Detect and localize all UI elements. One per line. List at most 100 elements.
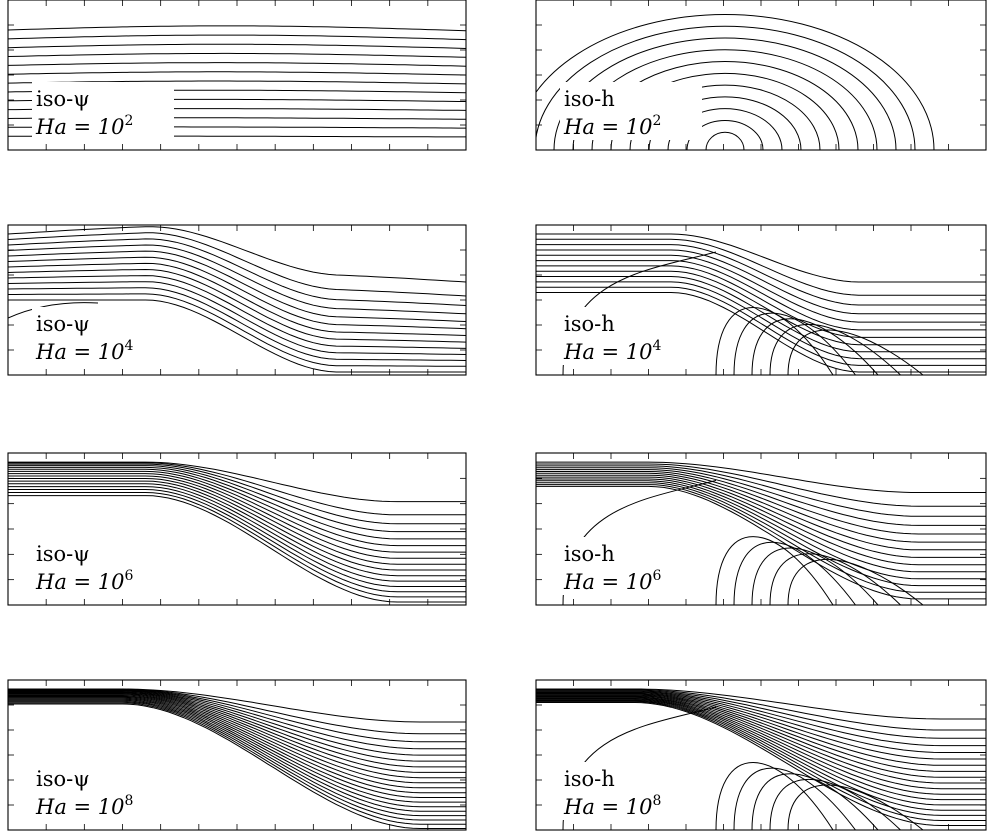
contour-line (8, 489, 466, 593)
contour-line (8, 690, 466, 762)
contour-line (536, 692, 986, 760)
label-background (32, 307, 174, 365)
contour-line (8, 696, 466, 798)
contour-line (787, 559, 924, 605)
contour-line (8, 62, 466, 67)
contour-line (8, 293, 466, 367)
contour-line (536, 694, 986, 778)
hartmann-label: Ha = 104 (35, 338, 134, 364)
contour-line (536, 688, 986, 720)
hartmann-base: Ha = 10 (563, 795, 653, 819)
contour-line (536, 281, 986, 360)
hartmann-base: Ha = 10 (35, 795, 125, 819)
contour-panel: iso-hHa = 102 (535, 0, 987, 151)
contour-line (8, 470, 466, 553)
contour-line (536, 697, 986, 795)
hartmann-exponent: 2 (125, 113, 134, 129)
contour-type-label: iso-ψ (36, 312, 90, 336)
contour-line (536, 244, 986, 306)
contour-line (536, 690, 986, 739)
hartmann-exponent: 6 (125, 568, 134, 584)
hartmann-exponent: 4 (653, 338, 662, 354)
contour-line (8, 468, 466, 547)
label-background (560, 82, 702, 140)
contour-line (536, 702, 986, 826)
hartmann-exponent: 6 (653, 568, 662, 584)
contour-line (8, 689, 466, 750)
contour-line (715, 762, 834, 830)
contour-type-label: iso-h (564, 312, 615, 336)
contour-line (536, 482, 986, 587)
hartmann-exponent: 4 (125, 338, 134, 354)
contour-line (8, 475, 466, 565)
contour-line (8, 693, 466, 779)
contour-line (751, 773, 879, 830)
contour-line (8, 232, 466, 297)
contour-line (8, 480, 466, 577)
contour-line (8, 461, 466, 503)
contour-line (733, 541, 856, 605)
hartmann-label: Ha = 104 (563, 338, 662, 364)
contour-line (536, 698, 986, 801)
contour-line (536, 233, 986, 283)
contour-type-label: iso-ψ (36, 767, 90, 791)
contour-line (536, 265, 986, 338)
hartmann-base: Ha = 10 (35, 570, 125, 594)
hartmann-base: Ha = 10 (563, 115, 653, 139)
contour-line (536, 260, 986, 331)
hartmann-label: Ha = 106 (563, 568, 662, 594)
contour-line (769, 553, 901, 605)
contour-type-label: iso-ψ (36, 542, 90, 566)
contour-panel: iso-hHa = 108 (535, 679, 987, 831)
contour-line (8, 473, 466, 559)
label-background (32, 537, 174, 595)
contour-type-label: iso-h (564, 87, 615, 111)
hartmann-exponent: 8 (653, 793, 662, 809)
contour-line (536, 471, 986, 543)
contour-line (8, 697, 466, 803)
contour-line (536, 472, 986, 551)
contour-line (8, 492, 466, 598)
contour-line (8, 693, 466, 784)
hartmann-label: Ha = 106 (35, 568, 134, 594)
contour-line (8, 250, 466, 322)
contour-line (751, 547, 879, 605)
contour-panel: iso-ψHa = 104 (7, 224, 467, 376)
contour-line (705, 131, 745, 150)
contour-line (536, 465, 986, 517)
contour-line (8, 71, 466, 76)
contour-line (8, 699, 466, 812)
contour-line (536, 696, 986, 790)
contour-line (536, 270, 986, 346)
contour-line (8, 238, 466, 306)
contour-line (536, 467, 986, 526)
contour-line (536, 13, 935, 150)
contour-lines (8, 688, 466, 829)
contour-line (8, 690, 466, 756)
hartmann-label: Ha = 102 (35, 113, 133, 139)
contour-line (536, 701, 986, 821)
contour-line (536, 689, 986, 731)
contour-type-label: iso-h (564, 542, 615, 566)
contour-line (8, 466, 466, 540)
contour-line (536, 476, 986, 566)
contour-line (8, 694, 466, 789)
contour-line (536, 478, 986, 573)
contour-line (751, 318, 879, 375)
label-background (32, 82, 174, 140)
contour-line (536, 480, 986, 580)
contour-line (8, 692, 466, 773)
contour-line (8, 268, 466, 343)
contour-line (715, 536, 834, 605)
label-background (32, 762, 174, 820)
contour-panel: iso-ψHa = 106 (7, 452, 467, 606)
contour-line (8, 25, 466, 32)
label-background (560, 307, 702, 365)
contour-line (8, 486, 466, 587)
hartmann-base: Ha = 10 (563, 570, 653, 594)
contour-line (8, 695, 466, 794)
hartmann-base: Ha = 10 (35, 340, 125, 364)
label-background (560, 762, 702, 820)
contour-panel: iso-ψHa = 102 (7, 0, 467, 151)
contour-line (8, 287, 466, 361)
